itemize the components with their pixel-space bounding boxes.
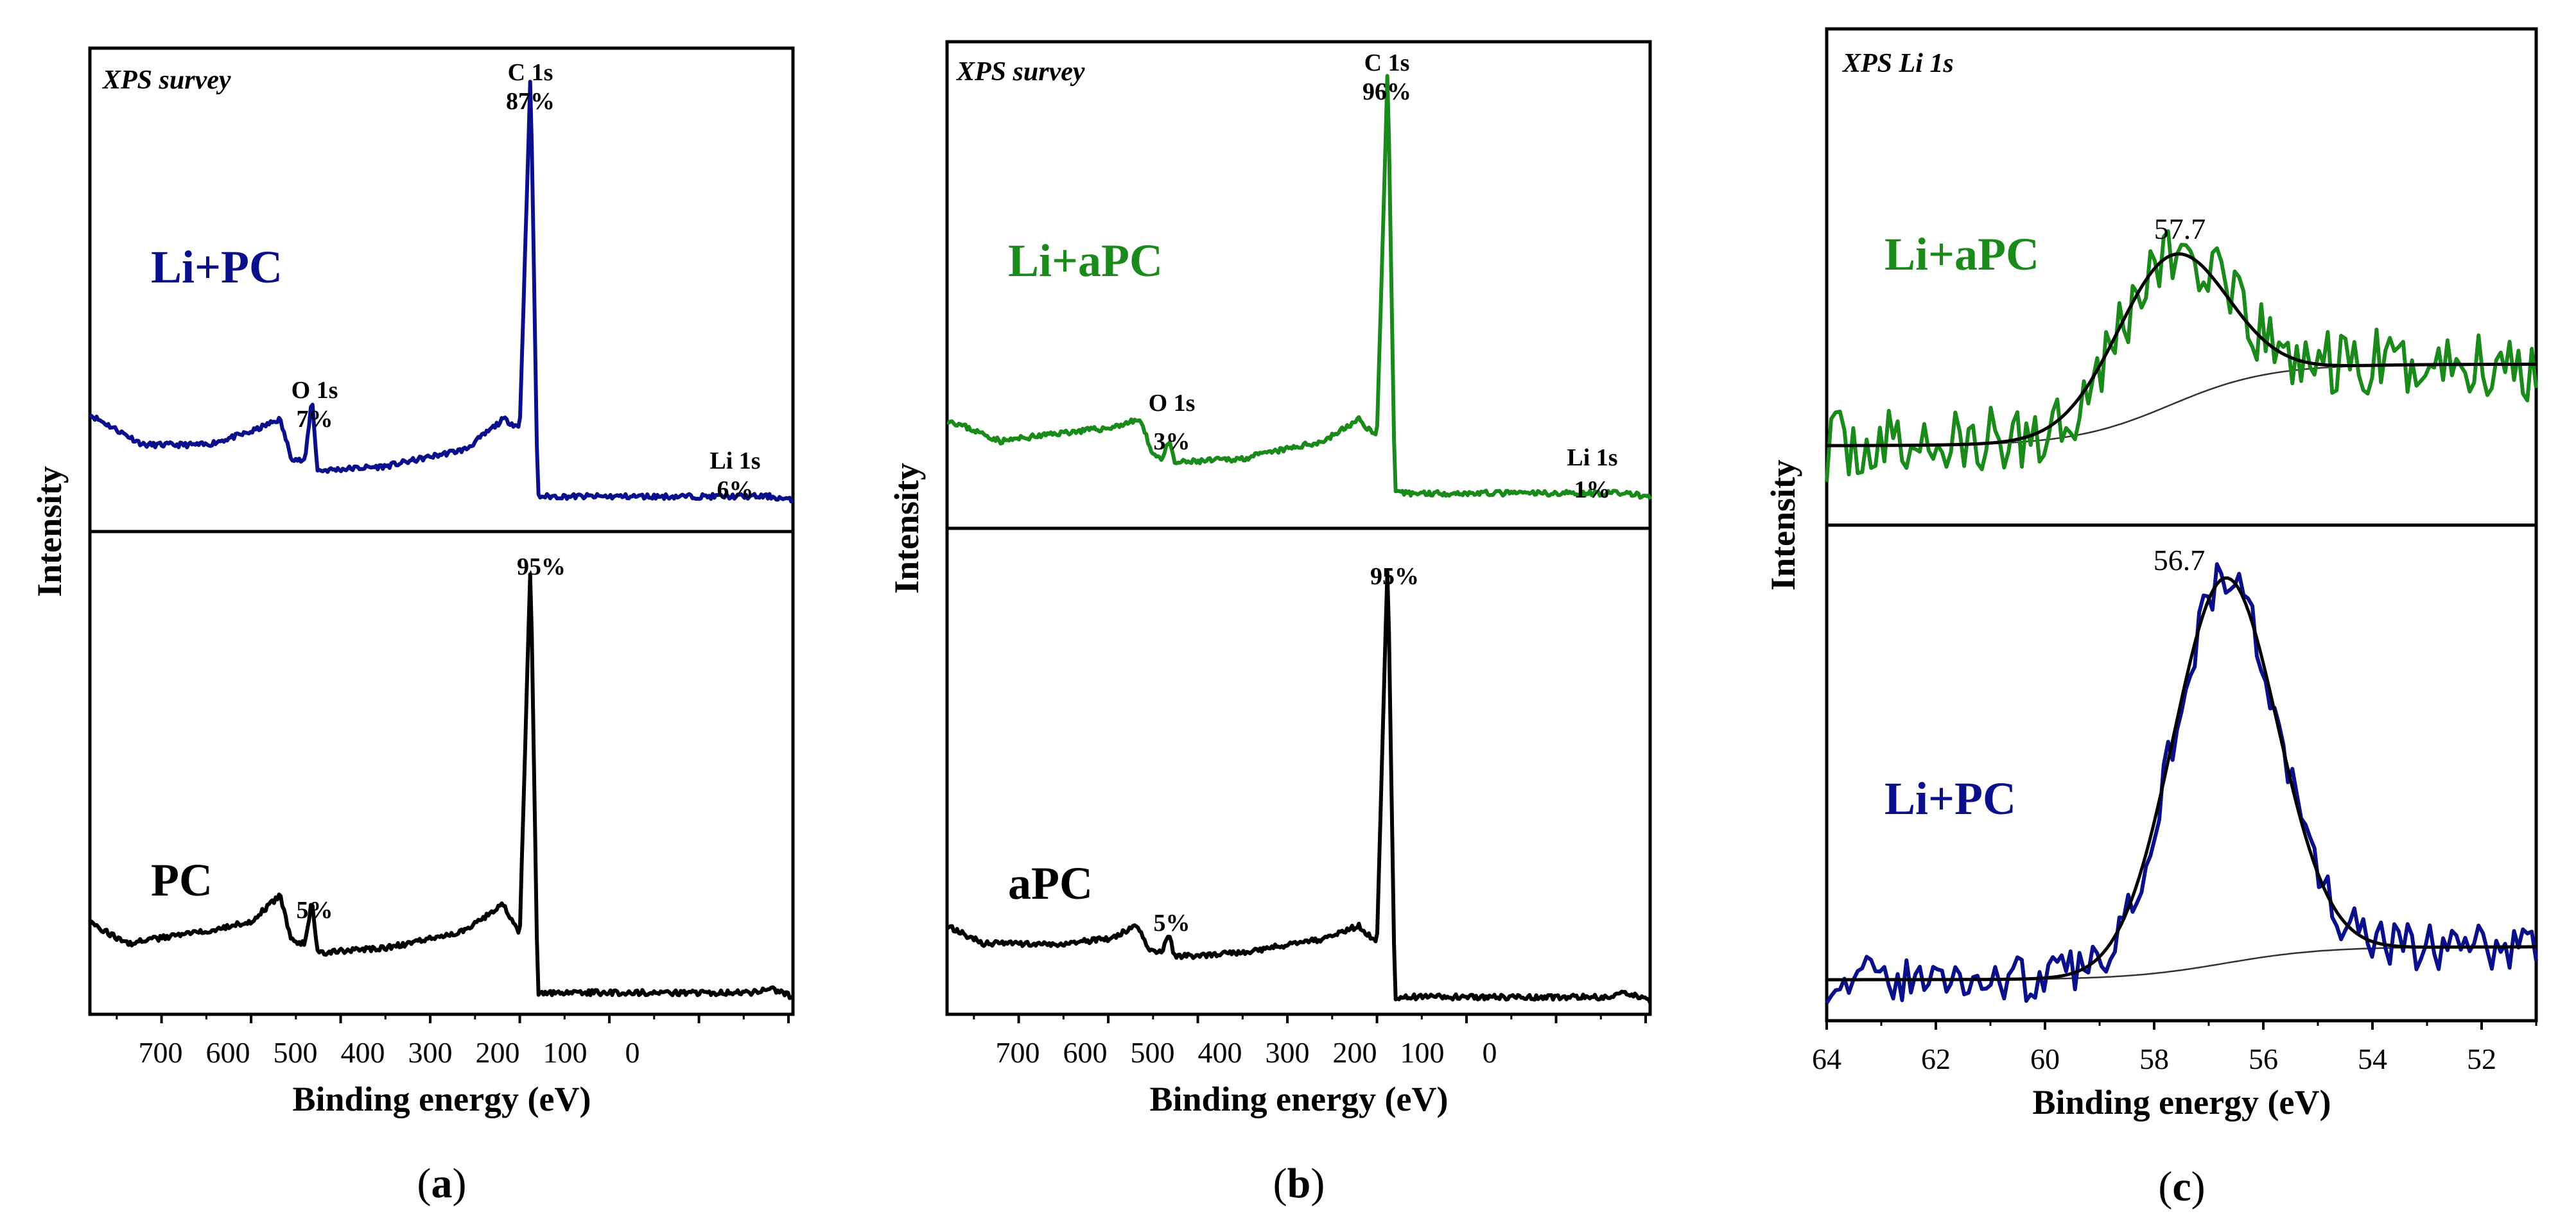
chart-a-x-tick-300: 300 bbox=[408, 1036, 453, 1069]
chart-c-x-tick-64: 64 bbox=[1812, 1043, 1841, 1075]
chart-a-bottom-series-line bbox=[88, 572, 794, 1000]
chart-a-x-label: Binding energy (eV) bbox=[293, 1080, 591, 1118]
chart-c-top-series-line bbox=[1825, 229, 2538, 482]
chart-c-x-tick-62: 62 bbox=[1921, 1043, 1951, 1075]
chart-b-x-tick-200: 200 bbox=[1333, 1036, 1377, 1069]
chart-c-top-label: Li+aPC bbox=[1884, 229, 2039, 280]
chart-b-anno-o1s-pct-bottom: 5% bbox=[1154, 910, 1190, 937]
chart-b-y-label: Intensity bbox=[887, 463, 926, 594]
chart-b-anno-o1s-pct: 3% bbox=[1154, 428, 1190, 455]
chart-a-x-tick-400: 400 bbox=[341, 1036, 385, 1069]
chart-b-anno-li1s-pct: 1% bbox=[1574, 476, 1611, 503]
chart-c-x-tick-54: 54 bbox=[2358, 1043, 2387, 1075]
chart-a-anno-o1s-pct-bottom: 5% bbox=[297, 897, 333, 924]
chart-c-bottom-baseline-line bbox=[1827, 946, 2536, 981]
chart-a-x-axis: 700 600 500 400 300 200 100 0 Binding en… bbox=[116, 1014, 790, 1118]
chart-a-anno-o1s-pct: 7% bbox=[297, 406, 333, 433]
chart-c-bottom-series-line bbox=[1825, 562, 2538, 1005]
chart-b-x-tick-400: 400 bbox=[1198, 1036, 1242, 1069]
chart-a-anno-c1s: C 1s bbox=[508, 59, 553, 86]
chart-c-bottom-label: Li+PC bbox=[1884, 773, 2016, 824]
chart-b-top-series-line bbox=[946, 74, 1652, 500]
chart-a-x-ticks bbox=[116, 1014, 790, 1023]
chart-b-anno-c1s-pct-bottom: 95% bbox=[1370, 563, 1419, 590]
chart-a-top-series-line bbox=[89, 80, 794, 504]
chart-b-x-tick-0: 0 bbox=[1483, 1036, 1497, 1069]
chart-c-top-fit-line bbox=[1827, 252, 2536, 447]
chart-a-caption: (a) bbox=[417, 1160, 467, 1207]
chart-c-caption: (c) bbox=[2158, 1163, 2205, 1210]
chart-b-top-plot: Li+aPC C 1s 96% O 1s 3% Li 1s 1% bbox=[946, 49, 1652, 503]
chart-c-x-tick-52: 52 bbox=[2467, 1043, 2496, 1075]
chart-a-anno-o1s: O 1s bbox=[292, 377, 338, 404]
chart-a-top-label: Li+PC bbox=[151, 241, 283, 293]
chart-b-bottom-label: aPC bbox=[1008, 858, 1093, 909]
chart-a: XPS survey Li+PC C 1s 87% O 1s 7% Li 1s … bbox=[30, 46, 795, 1207]
chart-b-bottom-series-line bbox=[946, 569, 1652, 1004]
chart-b-x-tick-600: 600 bbox=[1063, 1036, 1108, 1069]
chart-b-x-tick-500: 500 bbox=[1131, 1036, 1175, 1069]
chart-b-x-axis: 700 600 500 400 300 200 100 0 Binding en… bbox=[973, 1014, 1648, 1118]
chart-c-x-ticks bbox=[1825, 1021, 2537, 1030]
chart-b-anno-li1s: Li 1s bbox=[1567, 444, 1617, 471]
chart-a-anno-li1s: Li 1s bbox=[709, 447, 760, 474]
chart-c-x-label: Binding energy (eV) bbox=[2033, 1083, 2331, 1122]
chart-b-x-tick-700: 700 bbox=[996, 1036, 1040, 1069]
chart-c-x-tick-56: 56 bbox=[2249, 1043, 2278, 1075]
chart-b-x-tick-300: 300 bbox=[1266, 1036, 1310, 1069]
chart-a-anno-c1s-pct: 87% bbox=[506, 88, 555, 115]
chart-a-y-label: Intensity bbox=[30, 466, 69, 597]
chart-b-x-ticks bbox=[973, 1014, 1648, 1023]
chart-a-x-tick-100: 100 bbox=[543, 1036, 587, 1069]
chart-c-bottom-plot: Li+PC 56.7 bbox=[1825, 544, 2538, 1005]
chart-c-top-plot: Li+aPC 57.7 bbox=[1825, 212, 2538, 482]
chart-a-x-tick-200: 200 bbox=[476, 1036, 520, 1069]
chart-a-x-tick-0: 0 bbox=[625, 1036, 640, 1069]
chart-b-x-label: Binding energy (eV) bbox=[1150, 1080, 1449, 1118]
chart-c-y-label: Intensity bbox=[1764, 460, 1802, 591]
chart-a-top-plot: Li+PC C 1s 87% O 1s 7% Li 1s 6% bbox=[89, 59, 794, 504]
chart-b-anno-c1s-pct: 96% bbox=[1362, 78, 1411, 105]
chart-b: XPS survey Li+aPC C 1s 96% O 1s 3% Li 1s… bbox=[887, 40, 1652, 1207]
chart-b-top-label: Li+aPC bbox=[1008, 235, 1163, 286]
chart-b-caption: (b) bbox=[1273, 1160, 1325, 1207]
chart-a-anno-c1s-pct-bottom: 95% bbox=[517, 553, 566, 580]
chart-a-x-tick-600: 600 bbox=[206, 1036, 250, 1069]
chart-a-bottom-plot: PC 95% 5% bbox=[88, 553, 794, 1000]
chart-c-bottom-fit-line bbox=[1827, 576, 2536, 982]
chart-c-x-axis: 64 62 60 58 56 54 52 Binding energy (eV) bbox=[1812, 1021, 2537, 1122]
chart-c-anno-peak-bottom: 56.7 bbox=[2154, 544, 2206, 576]
chart-b-subtitle: XPS survey bbox=[955, 57, 1085, 87]
chart-a-x-tick-700: 700 bbox=[139, 1036, 183, 1069]
chart-c: XPS Li 1s Li+aPC 57.7 Li+PC 56.7 64 62 6… bbox=[1764, 27, 2538, 1210]
chart-c-anno-peak-top: 57.7 bbox=[2154, 212, 2206, 245]
chart-a-bottom-label: PC bbox=[151, 854, 213, 906]
chart-b-bottom-plot: aPC 95% 5% bbox=[946, 563, 1652, 1004]
chart-c-top-baseline-line bbox=[1827, 363, 2536, 447]
chart-b-anno-c1s: C 1s bbox=[1364, 49, 1410, 76]
chart-c-subtitle: XPS Li 1s bbox=[1841, 49, 1954, 78]
chart-c-x-tick-60: 60 bbox=[2030, 1043, 2060, 1075]
chart-c-x-tick-58: 58 bbox=[2139, 1043, 2169, 1075]
chart-a-x-tick-500: 500 bbox=[274, 1036, 318, 1069]
chart-a-anno-li1s-pct: 6% bbox=[717, 476, 754, 503]
chart-b-x-tick-100: 100 bbox=[1400, 1036, 1445, 1069]
chart-b-anno-o1s: O 1s bbox=[1149, 390, 1196, 417]
chart-a-subtitle: XPS survey bbox=[101, 65, 231, 95]
